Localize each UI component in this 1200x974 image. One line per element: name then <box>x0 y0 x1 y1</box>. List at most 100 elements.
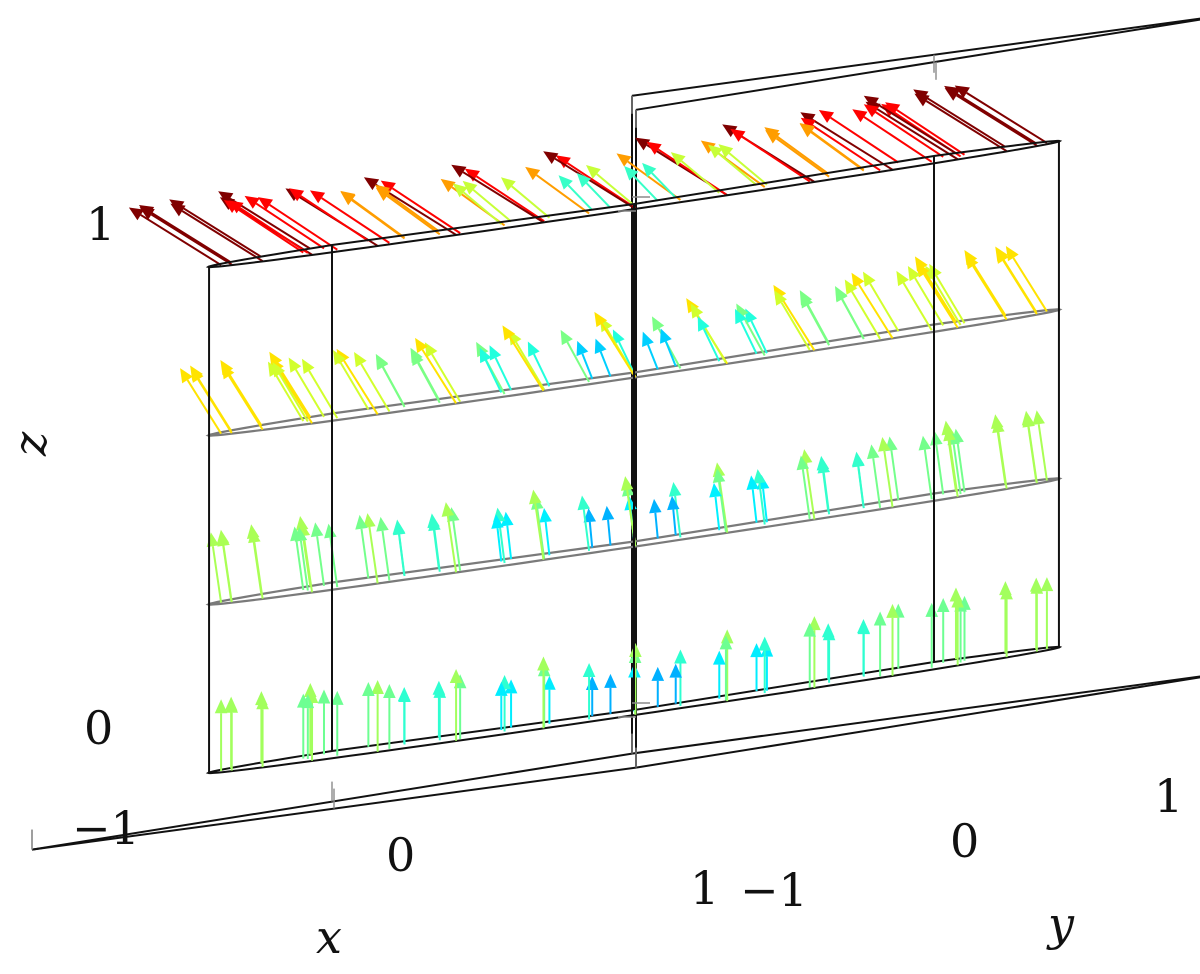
vector-arrow <box>376 516 391 581</box>
arrow-head <box>745 308 758 324</box>
vector-arrow <box>746 475 759 523</box>
vector-arrow <box>1030 579 1044 652</box>
arrow-head <box>451 164 467 178</box>
arrow-shaft <box>1027 426 1038 484</box>
vector-arrow <box>452 183 502 225</box>
arrow-head <box>543 675 556 690</box>
arrow-head <box>169 199 185 213</box>
vector-arrow <box>424 342 462 403</box>
arrow-head <box>255 691 268 706</box>
arrow-shaft <box>582 509 591 552</box>
vector-arrow <box>1040 577 1054 649</box>
arrow-head <box>555 155 571 169</box>
arrow-shaft <box>515 341 546 391</box>
arrow-head <box>624 166 639 181</box>
vector-arrows <box>128 85 1054 772</box>
arrow-head <box>649 498 662 514</box>
arrow-head <box>918 435 932 451</box>
arrow-head <box>340 190 356 205</box>
vector-arrow <box>221 364 264 431</box>
vector-arrow <box>451 164 544 224</box>
arrow-head <box>190 365 203 381</box>
arrow-shaft <box>1012 257 1048 312</box>
arrow-shaft <box>714 496 721 531</box>
arrow-shaft <box>1037 423 1048 481</box>
arrow-shaft <box>566 341 590 383</box>
arrow-shaft <box>234 206 304 254</box>
arrow-head <box>441 502 455 517</box>
arrow-head <box>410 347 423 364</box>
arrow-head <box>415 337 428 354</box>
arrow-shaft <box>657 148 727 196</box>
arrow-head <box>449 669 463 684</box>
arrow-shaft <box>874 111 944 158</box>
arrow-head <box>746 475 759 491</box>
arrow-shaft <box>462 171 544 224</box>
arrow-head <box>866 444 880 460</box>
y-axis-label: y <box>1046 897 1075 951</box>
arrow-head <box>128 207 145 221</box>
arrow-shaft <box>472 189 512 223</box>
arrow-head <box>765 130 781 144</box>
vector-arrow <box>288 188 369 242</box>
arrow-shaft <box>294 369 325 418</box>
vector-arrow <box>712 650 726 699</box>
arrow-head <box>464 168 480 182</box>
arrow-head <box>527 341 540 357</box>
arrow-head <box>667 495 680 511</box>
arrow-head <box>180 368 193 384</box>
arrow-shaft <box>718 152 758 186</box>
z-tick-label-0: 0 <box>84 701 113 755</box>
arrow-shaft <box>970 261 1007 316</box>
vector-arrow <box>818 109 899 164</box>
vector-arrow <box>498 675 511 732</box>
vector-arrow <box>383 684 396 749</box>
vector-arrow <box>944 85 1037 145</box>
vector-arrow <box>537 656 550 729</box>
vector-arrow <box>734 308 758 355</box>
vector-arrow <box>529 489 545 560</box>
arrow-shaft <box>386 195 441 236</box>
vector-arrow <box>951 593 964 666</box>
arrow-head <box>317 689 331 704</box>
arrow-shaft <box>956 442 966 493</box>
arrow-shaft <box>196 376 232 432</box>
arrow-shaft <box>956 94 1038 147</box>
arrow-head <box>674 649 687 664</box>
arrow-head <box>995 248 1009 264</box>
arrow-shaft <box>872 458 882 508</box>
arrow-shaft <box>381 530 391 581</box>
arrow-shaft <box>647 344 659 370</box>
arrow-shaft <box>857 466 865 509</box>
vector-arrow <box>180 368 222 435</box>
vector-arrow <box>216 529 233 601</box>
vector-arrow <box>218 191 311 250</box>
arrow-head <box>863 95 879 109</box>
vector-arrow <box>128 207 222 266</box>
arrow-head <box>310 522 324 538</box>
vector-arrow <box>822 626 836 683</box>
vector-arrow <box>667 495 680 536</box>
arrow-head <box>257 197 274 211</box>
arrow-head <box>502 325 516 341</box>
vector-arrow <box>674 649 687 706</box>
vector-arrow <box>244 195 325 250</box>
vector-arrow <box>646 141 727 196</box>
arrow-head <box>267 361 281 377</box>
arrow-head <box>799 124 815 138</box>
arrow-head <box>835 287 848 303</box>
vector-arrow <box>612 329 636 375</box>
x-axis-label: x <box>316 910 342 964</box>
arrow-head <box>333 349 346 366</box>
arrow-head <box>604 673 617 688</box>
arrow-head <box>214 699 228 714</box>
arrow-head <box>944 88 960 101</box>
arrow-shaft <box>805 462 816 520</box>
vector-arrow <box>500 177 551 219</box>
arrow-head <box>269 351 283 368</box>
vector-arrow <box>491 514 504 562</box>
arrow-shaft <box>343 360 379 415</box>
vector-arrow <box>765 130 830 178</box>
arrow-head <box>427 513 440 529</box>
arrow-head <box>374 184 390 199</box>
